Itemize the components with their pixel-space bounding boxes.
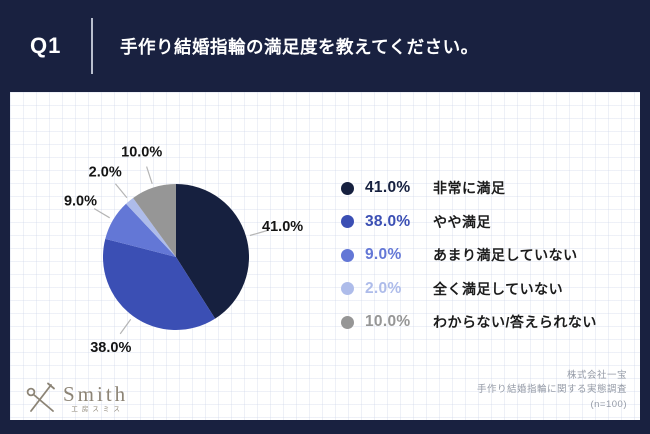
header: Q1 手作り結婚指輪の満足度を教えてください。 bbox=[0, 0, 650, 92]
legend-item-0: 41.0% 非常に満足 bbox=[341, 178, 597, 198]
pie-slice-3 bbox=[126, 197, 176, 257]
legend-label: 全く満足していない bbox=[433, 280, 564, 297]
legend-percentage: 38.0% bbox=[365, 212, 411, 230]
legend-percentage: 9.0% bbox=[365, 246, 402, 263]
pie-value-label-3: 2.0% bbox=[89, 165, 122, 181]
legend-bullet-icon bbox=[341, 282, 354, 295]
legend-bullet-icon bbox=[341, 248, 354, 262]
legend-percentage: 2.0% bbox=[365, 279, 402, 297]
source-sample-size: (n=100) bbox=[590, 398, 627, 410]
leader-line-1 bbox=[119, 318, 132, 335]
pie-slice-1 bbox=[102, 238, 216, 331]
logo-name: Smith bbox=[63, 381, 129, 406]
leader-line-0 bbox=[249, 229, 268, 237]
legend-label: 非常に満足 bbox=[433, 180, 506, 196]
source-survey-name: 手作り結婚指輪に関する実態調査 bbox=[476, 384, 627, 395]
legend-label: わからない/答えられない bbox=[433, 314, 597, 330]
pie-slice-0 bbox=[176, 184, 250, 319]
pie-value-label-4: 10.0% bbox=[121, 144, 162, 160]
question-number: Q1 bbox=[30, 33, 62, 58]
legend-item-4: 10.0% わからない/答えられない bbox=[341, 312, 597, 332]
legend-label: やや満足 bbox=[433, 213, 491, 230]
header-divider bbox=[91, 18, 93, 74]
pie-value-label-1: 38.0% bbox=[90, 340, 131, 356]
legend-item-1: 38.0% やや満足 bbox=[341, 212, 597, 232]
pie-value-label-2: 9.0% bbox=[64, 194, 97, 210]
logo-subtitle: 工房スミス bbox=[71, 405, 124, 413]
chart-card: 41.0% 38.0% 9.0% 2.0% 10.0% 41.0% 非常に満足 38.0% や… bbox=[10, 92, 640, 420]
pie-chart: 41.0% 38.0% 9.0% 2.0% 10.0% bbox=[64, 144, 303, 356]
leader-line-3 bbox=[114, 183, 128, 199]
logo: Smith 工房スミス bbox=[24, 380, 128, 416]
legend: 41.0% 非常に満足 38.0% やや満足 9.0% あまり満足していない 2.0% 全く満… bbox=[341, 178, 597, 332]
legend-item-3: 2.0% 全く満足していない bbox=[341, 279, 597, 299]
legend-item-2: 9.0% あまり満足していない bbox=[341, 245, 597, 265]
legend-bullet-icon bbox=[341, 181, 354, 195]
leader-line-2 bbox=[93, 208, 111, 219]
legend-bullet-icon bbox=[341, 215, 354, 228]
pie-slice-2 bbox=[105, 203, 176, 257]
pie-slice-4 bbox=[133, 184, 176, 257]
leader-line-4 bbox=[146, 166, 153, 184]
pie-value-label-0: 41.0% bbox=[262, 219, 303, 235]
survey-source: 株式会社一宝 手作り結婚指輪に関する実態調査 (n=100) bbox=[477, 369, 627, 413]
legend-bullet-icon bbox=[341, 315, 354, 329]
page-title: 手作り結婚指輪の満足度を教えてください。 bbox=[120, 36, 479, 57]
legend-percentage: 41.0% bbox=[365, 179, 411, 196]
crossed-tools-icon bbox=[26, 382, 55, 412]
source-company: 株式会社一宝 bbox=[566, 369, 627, 381]
legend-label: あまり満足していない bbox=[433, 247, 578, 263]
legend-percentage: 10.0% bbox=[365, 313, 411, 330]
